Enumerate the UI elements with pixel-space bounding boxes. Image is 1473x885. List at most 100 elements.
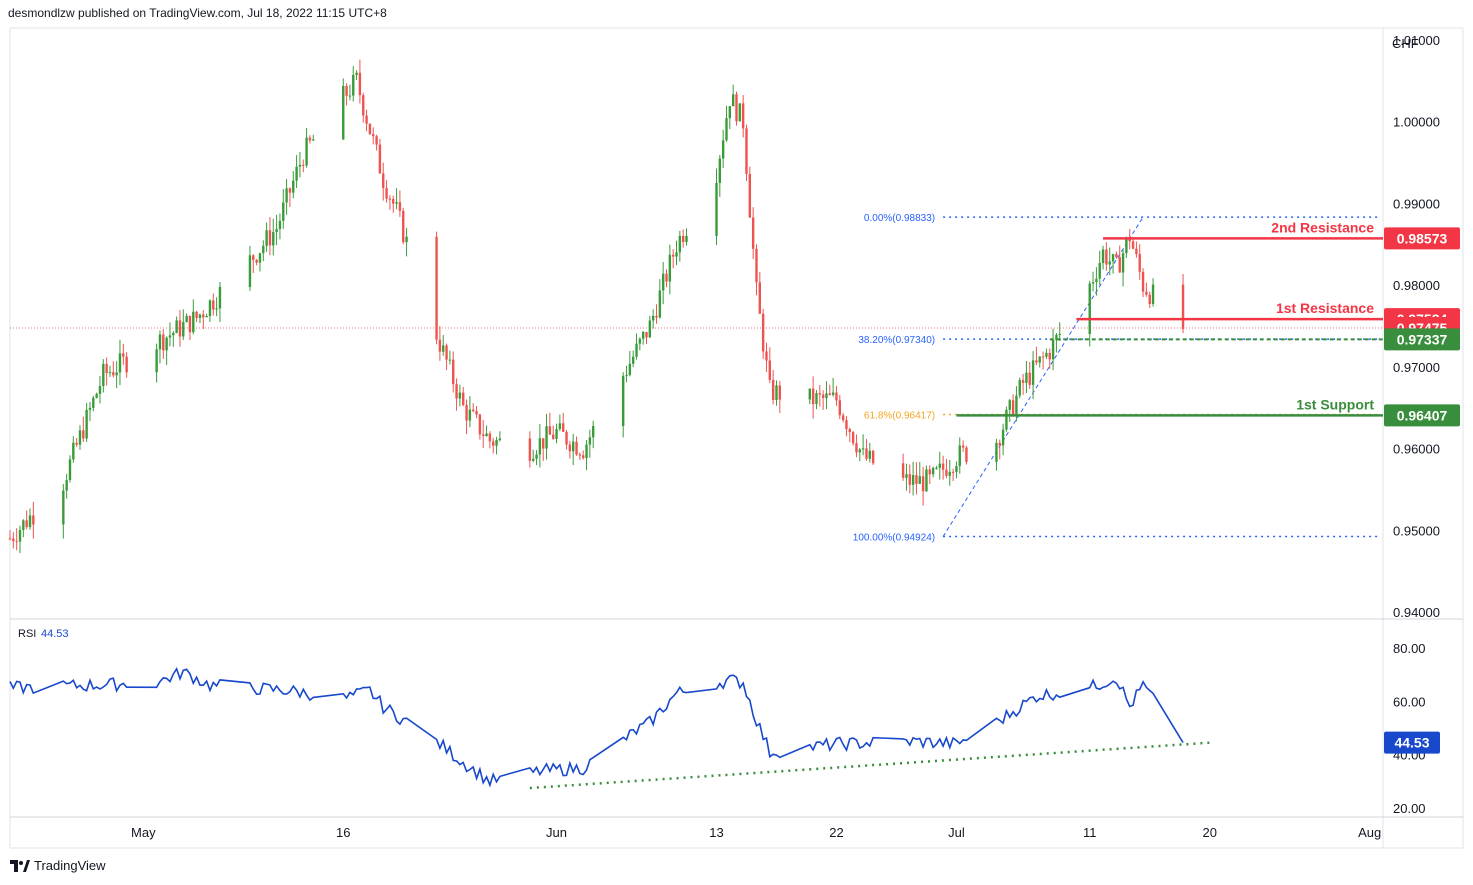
candle-body	[865, 448, 868, 459]
candle	[402, 207, 405, 245]
candle-body	[385, 188, 388, 199]
candle	[821, 390, 825, 410]
candle-body	[1045, 352, 1048, 357]
candle-body	[495, 440, 498, 446]
candle-body	[568, 444, 572, 452]
candle	[945, 458, 948, 479]
candle	[665, 269, 668, 288]
candle	[448, 350, 452, 365]
candle-body	[911, 475, 915, 485]
candle-body	[851, 432, 855, 444]
candle-body	[1108, 261, 1111, 265]
candle	[1028, 361, 1031, 389]
candle-body	[931, 467, 935, 475]
candle-body	[951, 471, 955, 473]
candle	[372, 127, 375, 145]
candle-body	[528, 438, 532, 461]
candle	[122, 343, 125, 365]
candle	[725, 105, 728, 142]
level-price-badge-bg	[1384, 227, 1460, 250]
candle-body	[725, 118, 728, 141]
candle	[528, 431, 532, 468]
candle	[745, 124, 748, 181]
footer-brand[interactable]: TradingView	[10, 858, 106, 873]
candle-body	[955, 466, 958, 472]
price-tick-label: 0.95000	[1393, 523, 1440, 538]
candle-body	[105, 363, 108, 374]
candle-body	[628, 363, 632, 375]
price-tick-label: 1.00000	[1393, 115, 1440, 130]
candle	[921, 466, 925, 506]
candle-body	[1088, 283, 1091, 335]
candle	[188, 315, 192, 341]
candle-body	[571, 441, 575, 452]
candle	[82, 416, 85, 442]
candle-body	[192, 311, 195, 333]
candle	[715, 168, 718, 246]
candle-body	[941, 463, 945, 470]
candle-body	[965, 447, 968, 462]
candle-body	[268, 230, 272, 246]
candle	[591, 420, 595, 449]
candle-body	[1121, 253, 1125, 273]
candle	[182, 309, 185, 340]
rsi-trendline	[529, 741, 1210, 790]
candle	[948, 459, 951, 486]
candle	[765, 342, 768, 372]
fibonacci-retracement[interactable]: 0.00%(0.98833) 38.20%(0.97340) 61.8%(0.964…	[853, 213, 1379, 543]
candle-body	[1098, 262, 1101, 279]
candle-body	[275, 228, 278, 233]
candle	[858, 448, 861, 462]
fib-level-label: 100.00%(0.94924)	[853, 532, 935, 543]
candle	[498, 431, 502, 442]
candle	[32, 501, 35, 539]
candle	[405, 228, 408, 257]
candle-body	[118, 353, 122, 373]
candle	[262, 240, 265, 262]
candle-body	[365, 115, 368, 124]
price-tick-label: 0.97000	[1393, 360, 1440, 375]
support-resistance-levels[interactable]: 2nd Resistance 1st Resistance 1st Support	[956, 219, 1383, 417]
candle-body	[212, 300, 215, 310]
price-axis[interactable]: 1.01000 1.00000 0.99000 0.98000 0.97000 0.960…	[1393, 33, 1440, 620]
candle	[558, 414, 562, 432]
price-candles	[8, 59, 1185, 554]
candle-body	[352, 74, 355, 96]
candle	[1011, 394, 1015, 417]
candle-body	[1025, 372, 1028, 383]
time-axis[interactable]: May 16 Jun 13 22 Jul 11 20 Aug	[131, 825, 1381, 840]
candle	[102, 359, 105, 393]
candle-body	[1048, 352, 1051, 360]
candle-body	[68, 459, 72, 481]
candle-body	[175, 320, 178, 333]
candle	[728, 105, 732, 130]
candle	[938, 451, 941, 480]
candle	[1058, 322, 1061, 342]
candle	[475, 405, 478, 419]
candle-body	[1051, 339, 1055, 360]
candle	[345, 83, 348, 106]
candle	[445, 343, 448, 371]
candle-body	[1021, 380, 1025, 383]
candle-body	[532, 458, 535, 461]
candle	[681, 229, 685, 248]
candle	[458, 384, 462, 407]
candle-body	[1038, 356, 1041, 363]
candle	[355, 70, 358, 81]
candle-body	[661, 273, 665, 291]
candle-body	[445, 345, 448, 360]
candle	[751, 207, 755, 260]
candle	[831, 377, 835, 397]
candle-body	[925, 469, 928, 492]
candle-body	[395, 202, 398, 204]
candle	[1151, 278, 1155, 307]
candle	[285, 179, 288, 215]
time-tick-label: May	[131, 825, 156, 840]
candle-body	[718, 158, 722, 183]
candle	[25, 510, 28, 530]
candle	[468, 396, 472, 428]
candle-body	[998, 442, 1001, 446]
candle	[1181, 274, 1185, 334]
